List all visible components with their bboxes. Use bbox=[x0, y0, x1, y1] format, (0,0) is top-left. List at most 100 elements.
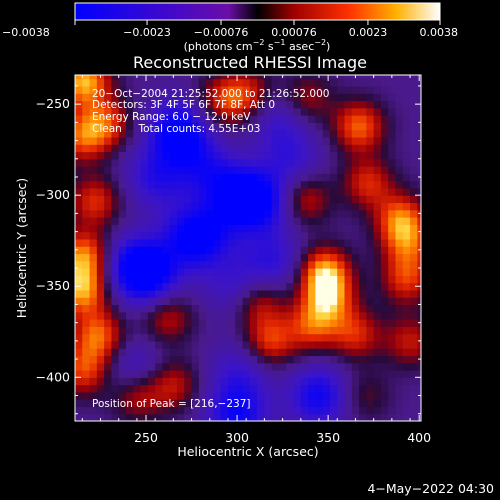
heatmap-cell bbox=[133, 224, 142, 233]
heatmap-cell bbox=[227, 195, 236, 204]
heatmap-cell bbox=[75, 93, 83, 102]
heatmap-cell bbox=[96, 107, 105, 116]
heatmap-cell bbox=[264, 100, 273, 109]
heatmap-cell bbox=[147, 399, 156, 408]
heatmap-cell bbox=[344, 348, 353, 357]
heatmap-cell bbox=[206, 187, 214, 196]
heatmap-cell bbox=[82, 136, 91, 145]
heatmap-cell bbox=[351, 275, 360, 284]
heatmap-cell bbox=[359, 209, 367, 218]
heatmap-cell bbox=[293, 370, 302, 378]
heatmap-cell bbox=[402, 187, 411, 196]
heatmap-cell bbox=[111, 151, 120, 160]
heatmap-cell bbox=[176, 195, 185, 204]
heatmap-cell bbox=[220, 151, 229, 160]
heatmap-cell bbox=[388, 370, 397, 378]
heatmap-cell bbox=[293, 144, 302, 153]
heatmap-cell bbox=[308, 75, 316, 80]
heatmap-cell bbox=[184, 100, 193, 109]
heatmap-cell bbox=[286, 180, 295, 189]
heatmap-cell bbox=[191, 399, 200, 408]
heatmap-cell bbox=[359, 166, 367, 174]
heatmap-cell bbox=[89, 180, 98, 189]
heatmap-cell bbox=[351, 340, 360, 349]
heatmap-cell bbox=[111, 100, 120, 109]
heatmap-cell bbox=[308, 93, 316, 102]
heatmap-cell bbox=[96, 195, 105, 204]
heatmap-cell bbox=[82, 122, 91, 131]
heatmap-cell bbox=[395, 348, 404, 357]
heatmap-cell bbox=[184, 136, 193, 145]
heatmap-cell bbox=[410, 195, 418, 204]
heatmap-cell bbox=[315, 195, 324, 204]
heatmap-cell bbox=[329, 78, 338, 87]
heatmap-cell bbox=[104, 370, 113, 378]
heatmap-cell bbox=[213, 202, 222, 211]
heatmap-cell bbox=[257, 75, 265, 80]
heatmap-cell bbox=[293, 122, 302, 131]
heatmap-cell bbox=[373, 355, 382, 364]
heatmap-cell bbox=[75, 180, 83, 189]
heatmap-cell bbox=[351, 166, 360, 174]
heatmap-cell bbox=[388, 217, 397, 225]
heatmap-cell bbox=[111, 180, 120, 189]
heatmap-cell bbox=[351, 260, 360, 269]
heatmap-cell bbox=[388, 297, 397, 306]
heatmap-cell bbox=[329, 231, 338, 240]
heatmap-cell bbox=[373, 326, 382, 335]
heatmap-cell bbox=[198, 289, 207, 298]
heatmap-cell bbox=[111, 224, 120, 233]
heatmap-cell bbox=[206, 85, 214, 94]
heatmap-cell bbox=[388, 180, 397, 189]
heatmap-cell bbox=[147, 275, 156, 284]
x-tick-label: 300 bbox=[225, 430, 249, 445]
heatmap-cell bbox=[344, 100, 353, 109]
heatmap-cell bbox=[89, 217, 98, 225]
heatmap-cell bbox=[140, 260, 149, 269]
heatmap-cell bbox=[227, 78, 236, 87]
heatmap-cell bbox=[257, 253, 265, 262]
peak-position-label: Position of Peak = [216,−237] bbox=[92, 398, 251, 410]
heatmap-cell bbox=[155, 326, 164, 335]
heatmap-cell bbox=[351, 231, 360, 240]
heatmap-cell bbox=[366, 275, 375, 284]
heatmap-cell bbox=[162, 238, 171, 247]
heatmap-cell bbox=[293, 326, 302, 335]
heatmap-cell bbox=[395, 158, 404, 167]
heatmap-cell bbox=[227, 246, 236, 255]
heatmap-cell bbox=[176, 158, 185, 167]
heatmap-cell bbox=[293, 260, 302, 269]
heatmap-cell bbox=[96, 268, 105, 276]
heatmap-cell bbox=[111, 384, 120, 393]
heatmap-cell bbox=[227, 297, 236, 306]
heatmap-cell bbox=[344, 297, 353, 306]
heatmap-cell bbox=[264, 187, 273, 196]
heatmap-cell bbox=[329, 246, 338, 255]
heatmap-cell bbox=[235, 100, 244, 109]
heatmap-cell bbox=[300, 100, 309, 109]
heatmap-cell bbox=[417, 78, 421, 87]
heatmap-cell bbox=[395, 224, 404, 233]
heatmap-cell bbox=[271, 166, 280, 174]
heatmap-cell bbox=[300, 304, 309, 313]
heatmap-cell bbox=[147, 260, 156, 269]
heatmap-cell bbox=[315, 260, 324, 269]
heatmap-cell bbox=[395, 173, 404, 182]
heatmap-cell bbox=[286, 231, 295, 240]
heatmap-cell bbox=[162, 319, 171, 327]
heatmap-cell bbox=[329, 319, 338, 327]
heatmap-cell bbox=[198, 333, 207, 342]
heatmap-cell bbox=[133, 253, 142, 262]
heatmap-cell bbox=[104, 129, 113, 138]
heatmap-cell bbox=[213, 275, 222, 284]
heatmap-cell bbox=[111, 122, 120, 131]
heatmap-cell bbox=[388, 151, 397, 160]
heatmap-cell bbox=[388, 399, 397, 408]
heatmap-cell bbox=[220, 333, 229, 342]
heatmap-cell bbox=[410, 136, 418, 145]
heatmap-cell bbox=[373, 144, 382, 153]
heatmap-cell bbox=[140, 85, 149, 94]
heatmap-cell bbox=[111, 319, 120, 327]
heatmap-cell bbox=[125, 136, 134, 145]
heatmap-cell bbox=[235, 384, 244, 393]
